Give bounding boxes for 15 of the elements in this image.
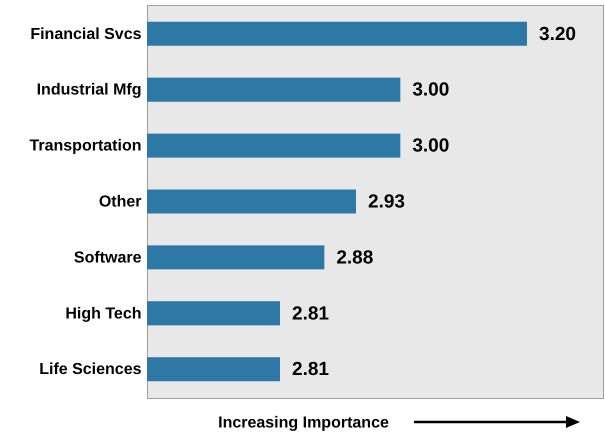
data-label: 3.00: [412, 80, 450, 101]
data-label: 3.20: [539, 24, 576, 45]
y-tick-label: Other: [98, 194, 142, 210]
data-label: 3.00: [412, 136, 450, 157]
data-label: 2.81: [292, 359, 330, 380]
data-label: 2.81: [292, 303, 330, 324]
y-tick-label: Financial Svcs: [30, 26, 142, 43]
data-label: 2.88: [336, 247, 374, 268]
x-axis-title: Increasing Importance: [218, 414, 389, 432]
y-tick-label: Software: [74, 249, 142, 266]
y-tick-label: Industrial Mfg: [36, 82, 142, 99]
y-tick-label: Transportation: [29, 138, 142, 155]
data-label: 2.93: [368, 192, 405, 212]
y-tick-label: Life Sciences: [39, 361, 142, 378]
y-tick-label: High Tech: [65, 305, 142, 322]
